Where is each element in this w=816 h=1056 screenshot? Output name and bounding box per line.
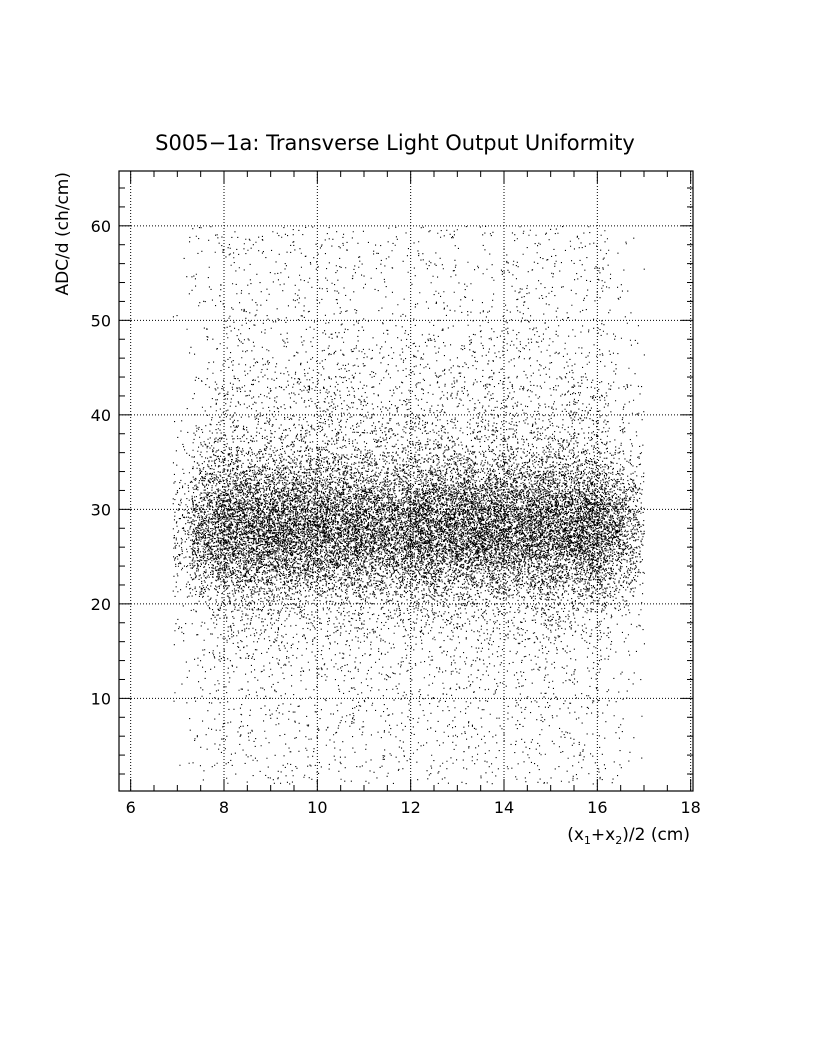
x-tick-label: 12 — [400, 798, 420, 817]
x-tick-label: 8 — [219, 798, 229, 817]
y-tick-label: 30 — [91, 500, 111, 519]
x-tick-label: 18 — [680, 798, 700, 817]
y-tick-label: 10 — [91, 689, 111, 708]
scatter-point-cloud — [172, 225, 645, 785]
x-tick-label: 10 — [307, 798, 327, 817]
scatter-points — [172, 225, 645, 785]
y-tick-label: 50 — [91, 311, 111, 330]
x-tick-label: 16 — [587, 798, 607, 817]
axis-ticks — [119, 171, 693, 791]
chart-title: S005−1a: Transverse Light Output Uniform… — [155, 131, 635, 155]
y-axis-label: ADC/d (ch/cm) — [53, 172, 73, 296]
y-tick-label: 40 — [91, 406, 111, 425]
x-tick-label: 14 — [494, 798, 514, 817]
y-tick-label: 20 — [91, 595, 111, 614]
tick-labels: 6 8 10 12 14 16 18 10 20 30 40 50 60 — [91, 217, 701, 817]
x-axis-label: (x1+x2)/2 (cm) — [567, 825, 690, 847]
x-tick-label: 6 — [126, 798, 136, 817]
y-tick-label: 60 — [91, 217, 111, 236]
plot-frame — [118, 170, 694, 792]
